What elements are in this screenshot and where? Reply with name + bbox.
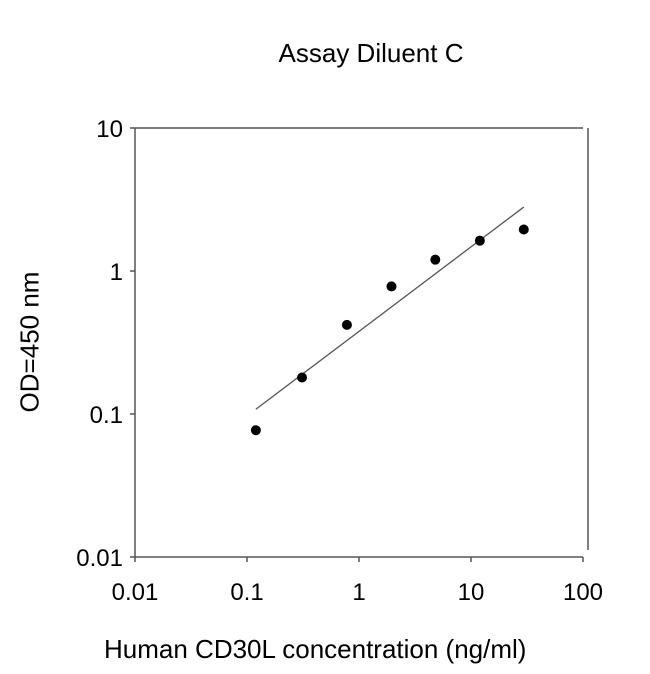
- x-tick-label: 0.01: [112, 579, 159, 606]
- data-point: [341, 319, 352, 330]
- axes: [134, 127, 589, 558]
- data-point: [386, 281, 397, 292]
- x-tick-label: 10: [458, 579, 485, 606]
- data-points: [250, 224, 529, 436]
- x-axis-label: Human CD30L concentration (ng/ml): [104, 634, 527, 664]
- data-point: [250, 425, 261, 436]
- y-tick-label: 0.1: [90, 402, 123, 429]
- data-point: [518, 224, 529, 235]
- data-point: [297, 372, 308, 383]
- ticks: 0.01 0.1 1 10 100 0.01 0.1 1 10: [76, 116, 603, 606]
- y-tick-label: 10: [96, 116, 123, 143]
- data-point: [474, 235, 485, 246]
- x-tick-label: 100: [563, 579, 603, 606]
- y-tick-label: 0.01: [76, 545, 123, 572]
- x-tick-label: 1: [352, 579, 365, 606]
- data-point: [430, 254, 441, 265]
- chart-title: Assay Diluent C: [278, 38, 464, 68]
- y-tick-label: 1: [110, 259, 123, 286]
- x-tick-label: 0.1: [230, 579, 263, 606]
